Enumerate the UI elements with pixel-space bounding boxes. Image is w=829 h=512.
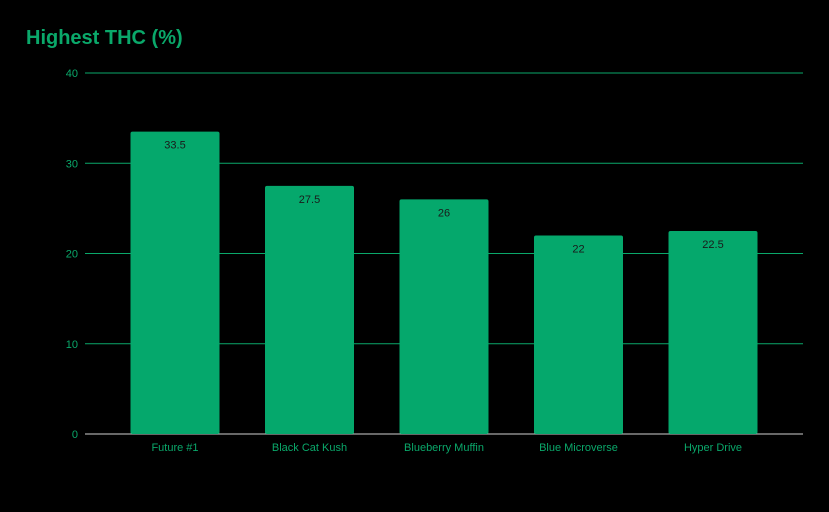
y-tick-label: 10 [66, 339, 78, 351]
x-tick-label: Blueberry Muffin [404, 442, 484, 454]
y-tick-label: 30 [66, 158, 78, 170]
x-tick-label: Future #1 [151, 442, 198, 454]
bar [668, 230, 758, 434]
bar [399, 199, 489, 434]
x-axis-ticks: Future #1 Black Cat Kush Blueberry Muffin B… [151, 442, 742, 454]
data-label: 22 [572, 243, 584, 255]
chart-title: Highest THC (%) [26, 27, 183, 49]
data-label: 22.5 [702, 239, 723, 251]
bar [130, 131, 220, 434]
y-tick-label: 20 [66, 249, 78, 261]
data-label: 33.5 [164, 140, 185, 152]
x-tick-label: Blue Microverse [539, 442, 618, 454]
x-tick-label: Black Cat Kush [272, 442, 347, 454]
bar [534, 235, 623, 434]
x-tick-label: Hyper Drive [684, 442, 742, 454]
bars [130, 131, 758, 434]
y-tick-label: 40 [66, 68, 78, 80]
bar [265, 185, 354, 434]
data-label: 27.5 [299, 194, 320, 206]
y-tick-label: 0 [72, 429, 78, 441]
y-axis-ticks: 0 10 20 30 40 [66, 68, 78, 441]
data-label: 26 [438, 207, 450, 219]
data-labels: 33.5 27.5 26 22 22.5 [164, 140, 723, 256]
